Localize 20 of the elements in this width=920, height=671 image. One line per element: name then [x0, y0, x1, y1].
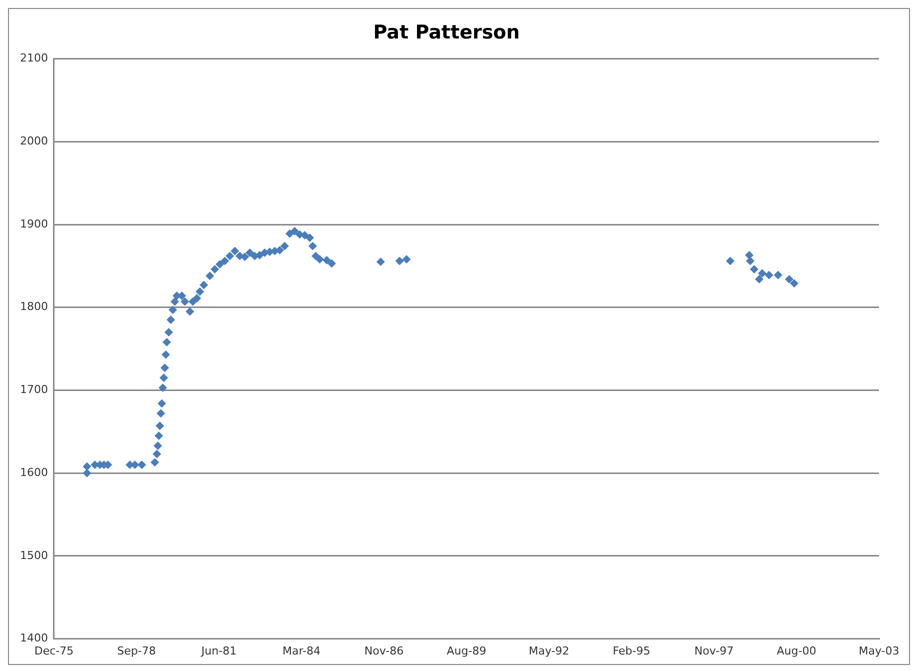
y-tick-label: 1400 — [20, 632, 48, 645]
x-tick-label: Nov-97 — [694, 644, 734, 658]
x-tick-label: Nov-86 — [364, 644, 404, 658]
y-tick-label: 1500 — [20, 548, 48, 562]
x-tick-label: Dec-75 — [34, 644, 74, 658]
x-tick-label: Sep-78 — [117, 644, 156, 658]
y-tick-label: 1900 — [20, 217, 48, 230]
y-tick-label: 2000 — [20, 134, 48, 148]
y-tick-label: 1700 — [20, 383, 48, 396]
y-tick-label: 1600 — [20, 466, 48, 479]
x-tick-label: Aug-00 — [776, 644, 816, 658]
y-tick-label: 2100 — [20, 52, 48, 65]
x-tick-label: Aug-89 — [446, 644, 486, 658]
chart-title: Pat Patterson — [373, 21, 520, 44]
x-tick-label: Mar-84 — [282, 644, 321, 658]
x-tick-label: Jun-81 — [200, 644, 237, 658]
x-tick-label: Feb-95 — [612, 644, 650, 658]
y-tick-label: 1800 — [20, 300, 48, 314]
x-tick-label: May-92 — [528, 644, 570, 658]
x-tick-label: May-03 — [858, 644, 900, 658]
